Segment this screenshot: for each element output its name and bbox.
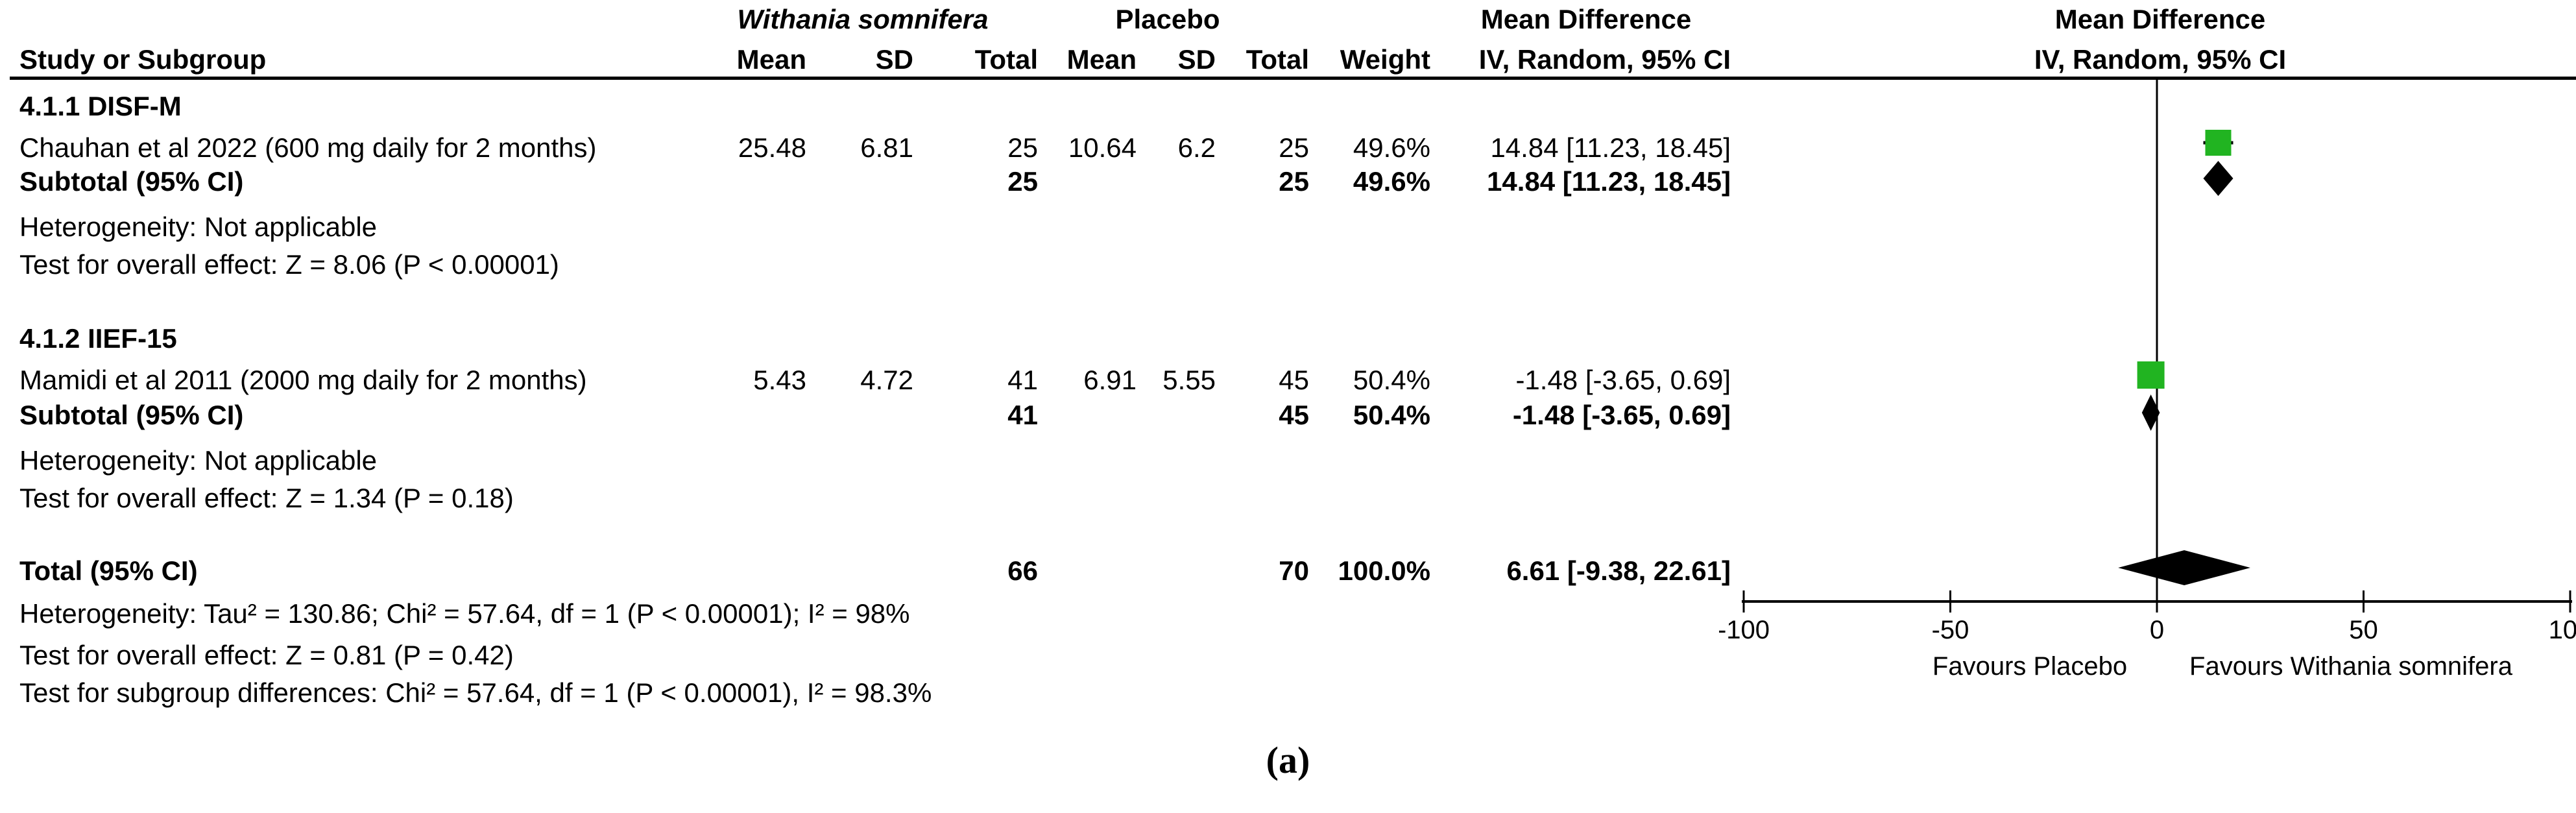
- overall-effect-2-row: Test for overall effect: Z = 1.34 (P = 0…: [0, 483, 1751, 516]
- ws-mean: 25.48: [738, 132, 806, 163]
- overall-effect-text: Test for overall effect: Z = 1.34 (P = 0…: [19, 483, 514, 513]
- subtotal-label: Subtotal (95% CI): [19, 400, 244, 430]
- subgroup-differences-row: Test for subgroup differences: Chi² = 57…: [0, 677, 1751, 711]
- x-tick-label: 0: [2150, 616, 2164, 644]
- x-tick-label: -100: [1719, 616, 1770, 644]
- heterogeneity-text: Heterogeneity: Not applicable: [19, 212, 378, 242]
- heterogeneity-2-row: Heterogeneity: Not applicable: [0, 445, 1751, 479]
- pl-sd: 5.55: [1162, 365, 1216, 395]
- md-ci: -1.48 [-3.65, 0.69]: [1515, 365, 1731, 395]
- subgroup-2-title: 4.1.2 IIEF-15: [19, 323, 177, 354]
- pl-mean-header: Mean: [1066, 44, 1137, 75]
- ws-total: 66: [1007, 555, 1038, 586]
- subtotal-1-diamond: [2203, 161, 2233, 196]
- ws-total: 25: [1007, 132, 1038, 163]
- weight: 100.0%: [1338, 555, 1430, 586]
- study-name: Mamidi et al 2011 (2000 mg daily for 2 m…: [19, 365, 587, 395]
- md-ci: 14.84 [11.23, 18.45]: [1490, 132, 1731, 163]
- overall-effect-text: Test for overall effect: Z = 8.06 (P < 0…: [19, 249, 559, 280]
- subtotal-2-row: Subtotal (95% CI) 41 45 50.4% -1.48 [-3.…: [0, 400, 1751, 433]
- pl-total: 25: [1279, 166, 1309, 197]
- total-heterogeneity-row: Heterogeneity: Tau² = 130.86; Chi² = 57.…: [0, 598, 1751, 632]
- ws-sd-header: SD: [875, 44, 913, 75]
- md-ci: 6.61 [-9.38, 22.61]: [1506, 555, 1731, 586]
- total-overall-effect-row: Test for overall effect: Z = 0.81 (P = 0…: [0, 640, 1751, 673]
- total-label: Total (95% CI): [19, 555, 198, 586]
- x-tick-label: 50: [2349, 616, 2378, 644]
- pl-mean: 10.64: [1068, 132, 1137, 163]
- pl-sd-header: SD: [1177, 44, 1216, 75]
- ci-column-header: IV, Random, 95% CI: [1478, 44, 1731, 75]
- study-row-mamidi: Mamidi et al 2011 (2000 mg daily for 2 m…: [0, 365, 1751, 398]
- figure-caption: (a): [1266, 739, 1310, 781]
- ws-mean: 5.43: [753, 365, 806, 395]
- ws-total-header: Total: [974, 44, 1038, 75]
- study-name: Chauhan et al 2022 (600 mg daily for 2 m…: [19, 132, 597, 163]
- study-2-point-marker: [2137, 361, 2165, 389]
- heterogeneity-text: Heterogeneity: Tau² = 130.86; Chi² = 57.…: [19, 598, 910, 629]
- plot-title: Mean Difference: [2054, 4, 2266, 34]
- ws-total: 41: [1007, 400, 1038, 430]
- weight-header: Weight: [1340, 44, 1430, 75]
- pl-total: 25: [1279, 132, 1309, 163]
- overall-effect-text: Test for overall effect: Z = 0.81 (P = 0…: [19, 640, 514, 670]
- ws-total: 25: [1007, 166, 1038, 197]
- weight: 50.4%: [1353, 400, 1430, 430]
- study-1-point-marker: [2205, 130, 2232, 156]
- total-diamond: [2118, 550, 2250, 585]
- subgroup-2-title-row: 4.1.2 IIEF-15: [0, 323, 1751, 357]
- subtotal-label: Subtotal (95% CI): [19, 166, 244, 197]
- pl-total: 45: [1279, 400, 1309, 430]
- study-col-header: Study or Subgroup: [19, 44, 267, 75]
- group1-header: Withania somnifera: [737, 4, 989, 34]
- md-ci: 14.84 [11.23, 18.45]: [1487, 166, 1731, 197]
- total-row: Total (95% CI) 66 70 100.0% 6.61 [-9.38,…: [0, 555, 1751, 589]
- x-tick-label: -50: [1932, 616, 1969, 644]
- ws-mean-header: Mean: [736, 44, 806, 75]
- pl-mean: 6.91: [1083, 365, 1137, 395]
- heterogeneity-text: Heterogeneity: Not applicable: [19, 445, 378, 476]
- ws-sd: 4.72: [860, 365, 913, 395]
- subgroup-1-title: 4.1.1 DISF-M: [19, 91, 182, 121]
- weight: 50.4%: [1353, 365, 1430, 395]
- pl-total-header: Total: [1246, 44, 1309, 75]
- plot-subtitle: IV, Random, 95% CI: [2034, 44, 2287, 75]
- md-ci: -1.48 [-3.65, 0.69]: [1512, 400, 1731, 430]
- subtotal-1-row: Subtotal (95% CI) 25 25 49.6% 14.84 [11.…: [0, 166, 1751, 200]
- pl-sd: 6.2: [1177, 132, 1216, 163]
- effect-column-title: Mean Difference: [1480, 4, 1692, 34]
- group2-header: Placebo: [1115, 4, 1220, 34]
- ws-sd: 6.81: [860, 132, 913, 163]
- forest-plot-canvas: -100 -50 0 50 100 Favours Placebo Favour…: [1719, 80, 2576, 681]
- heterogeneity-1-row: Heterogeneity: Not applicable: [0, 212, 1751, 245]
- overall-effect-1-row: Test for overall effect: Z = 8.06 (P < 0…: [0, 249, 1751, 283]
- favours-left-label: Favours Placebo: [1932, 652, 2127, 681]
- study-row-chauhan: Chauhan et al 2022 (600 mg daily for 2 m…: [0, 132, 1751, 166]
- weight: 49.6%: [1353, 132, 1430, 163]
- pl-total: 45: [1279, 365, 1309, 395]
- subgroup-differences-text: Test for subgroup differences: Chi² = 57…: [19, 677, 932, 708]
- ws-total: 41: [1007, 365, 1038, 395]
- subgroup-1-title-row: 4.1.1 DISF-M: [0, 91, 1751, 125]
- pl-total: 70: [1279, 555, 1309, 586]
- header-divider: [10, 77, 2576, 80]
- column-header-row: Study or Subgroup Mean SD Total Mean SD …: [0, 44, 1751, 78]
- favours-right-label: Favours Withania somnifera: [2189, 652, 2513, 681]
- x-tick-label: 100: [2549, 616, 2576, 644]
- weight: 49.6%: [1353, 166, 1430, 197]
